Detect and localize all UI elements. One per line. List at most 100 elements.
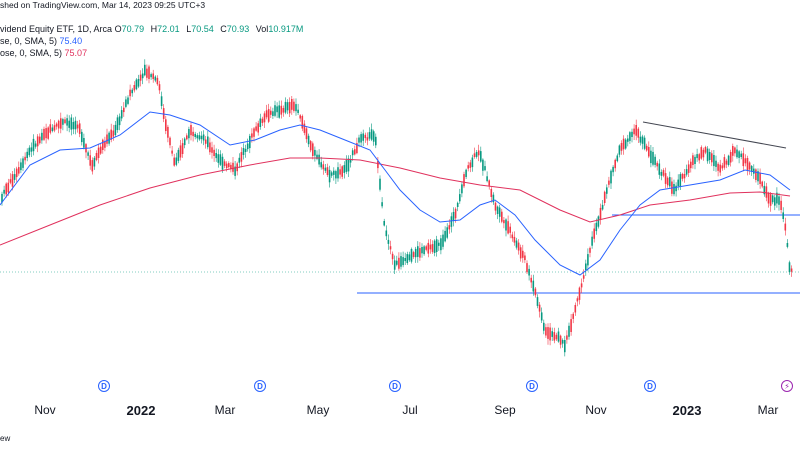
candle-body xyxy=(188,129,190,139)
candle-body xyxy=(398,257,400,269)
candle-body xyxy=(97,147,100,158)
candle-body xyxy=(450,216,453,227)
candle-body xyxy=(366,137,369,141)
volume-label: Vol xyxy=(255,24,269,34)
dividend-marker[interactable]: D xyxy=(98,380,110,392)
candle-body xyxy=(30,147,33,152)
candle-body xyxy=(49,124,52,133)
candle-body xyxy=(314,149,316,156)
candle-body xyxy=(637,128,640,138)
candle-body xyxy=(131,89,133,94)
candle-body xyxy=(435,239,438,252)
low-label: L xyxy=(186,24,192,34)
candle-body xyxy=(270,110,272,115)
candle-body xyxy=(530,277,532,283)
candle-body xyxy=(782,212,784,219)
candle-body xyxy=(700,147,703,159)
candle-body xyxy=(614,159,616,169)
split-marker[interactable]: ⚡ xyxy=(781,380,793,392)
candle-body xyxy=(9,179,12,183)
candle-body xyxy=(490,189,493,197)
candle-body xyxy=(440,238,442,251)
candle-body xyxy=(196,135,199,139)
candle-body xyxy=(713,155,715,167)
candle-body xyxy=(246,143,249,150)
symbol-title: vidend Equity ETF, 1D, Arca xyxy=(0,24,113,34)
candle-body xyxy=(387,239,390,244)
candle-body xyxy=(746,158,749,171)
candle-body xyxy=(72,122,75,130)
candle-body xyxy=(652,151,654,165)
candle-body xyxy=(307,135,310,145)
candle-body xyxy=(732,146,734,156)
candle-body xyxy=(299,115,301,119)
candle-body xyxy=(654,156,656,165)
candle-body xyxy=(448,225,451,230)
candle-body xyxy=(429,244,432,250)
candle-body xyxy=(11,174,14,187)
candle-body xyxy=(225,163,228,169)
candle-body xyxy=(494,202,497,211)
candle-body xyxy=(545,327,547,336)
candle-body xyxy=(318,154,320,165)
candle-body xyxy=(356,143,358,154)
candle-body xyxy=(454,208,457,219)
x-axis-label: May xyxy=(306,403,330,417)
candle-body xyxy=(238,157,241,163)
candle-body xyxy=(677,179,679,187)
dividend-marker[interactable]: D xyxy=(644,380,656,392)
candle-body xyxy=(207,136,209,148)
sma-slow-line xyxy=(0,157,791,246)
dividend-marker[interactable]: D xyxy=(254,380,266,392)
sma-slow-label: ose, 0, SMA, 5) xyxy=(0,48,63,58)
candle-body xyxy=(564,340,566,353)
footer-text: ew xyxy=(0,434,11,443)
candle-body xyxy=(135,79,138,90)
dividend-marker[interactable]: D xyxy=(389,380,401,392)
candle-body xyxy=(723,157,726,168)
candle-body xyxy=(486,176,488,182)
sma-fast-legend[interactable]: se, 0, SMA, 5) 75.40 xyxy=(0,36,82,46)
candle-body xyxy=(496,206,499,214)
candle-body xyxy=(517,242,520,251)
candle-body xyxy=(148,66,150,79)
candle-body xyxy=(309,141,312,151)
candle-body xyxy=(442,234,444,247)
candle-body xyxy=(26,151,28,158)
candle-body xyxy=(639,136,642,143)
candle-body xyxy=(528,268,530,276)
trendline xyxy=(642,121,787,149)
candle-body xyxy=(736,149,738,158)
candle-body xyxy=(349,158,352,163)
candle-body xyxy=(738,151,740,158)
candle-body xyxy=(93,157,96,167)
candle-body xyxy=(740,153,742,157)
candle-body xyxy=(566,335,568,340)
candle-body xyxy=(200,135,203,140)
candle-body xyxy=(624,139,627,149)
open-label: O xyxy=(114,24,122,34)
candle-body xyxy=(66,118,68,126)
candle-body xyxy=(127,97,129,104)
candle-body xyxy=(234,166,236,176)
candle-body xyxy=(301,116,304,129)
candle-body xyxy=(765,186,768,198)
candle-body xyxy=(681,173,684,179)
candle-body xyxy=(375,136,377,146)
candle-body xyxy=(469,162,472,168)
candle-body xyxy=(251,133,253,138)
candle-body xyxy=(425,246,427,250)
candle-body xyxy=(484,166,486,171)
candle-body xyxy=(622,138,625,150)
candle-body xyxy=(282,108,285,113)
candle-body xyxy=(106,134,108,144)
candle-body xyxy=(532,280,535,292)
sma-slow-legend[interactable]: ose, 0, SMA, 5) 75.07 xyxy=(0,48,87,58)
symbol-legend[interactable]: vidend Equity ETF, 1D, Arca O70.79 H72.0… xyxy=(0,24,307,34)
candle-body xyxy=(284,101,287,113)
candle-body xyxy=(393,260,396,270)
dividend-marker[interactable]: D xyxy=(526,380,538,392)
candle-body xyxy=(223,161,226,166)
candle-body xyxy=(412,252,415,257)
